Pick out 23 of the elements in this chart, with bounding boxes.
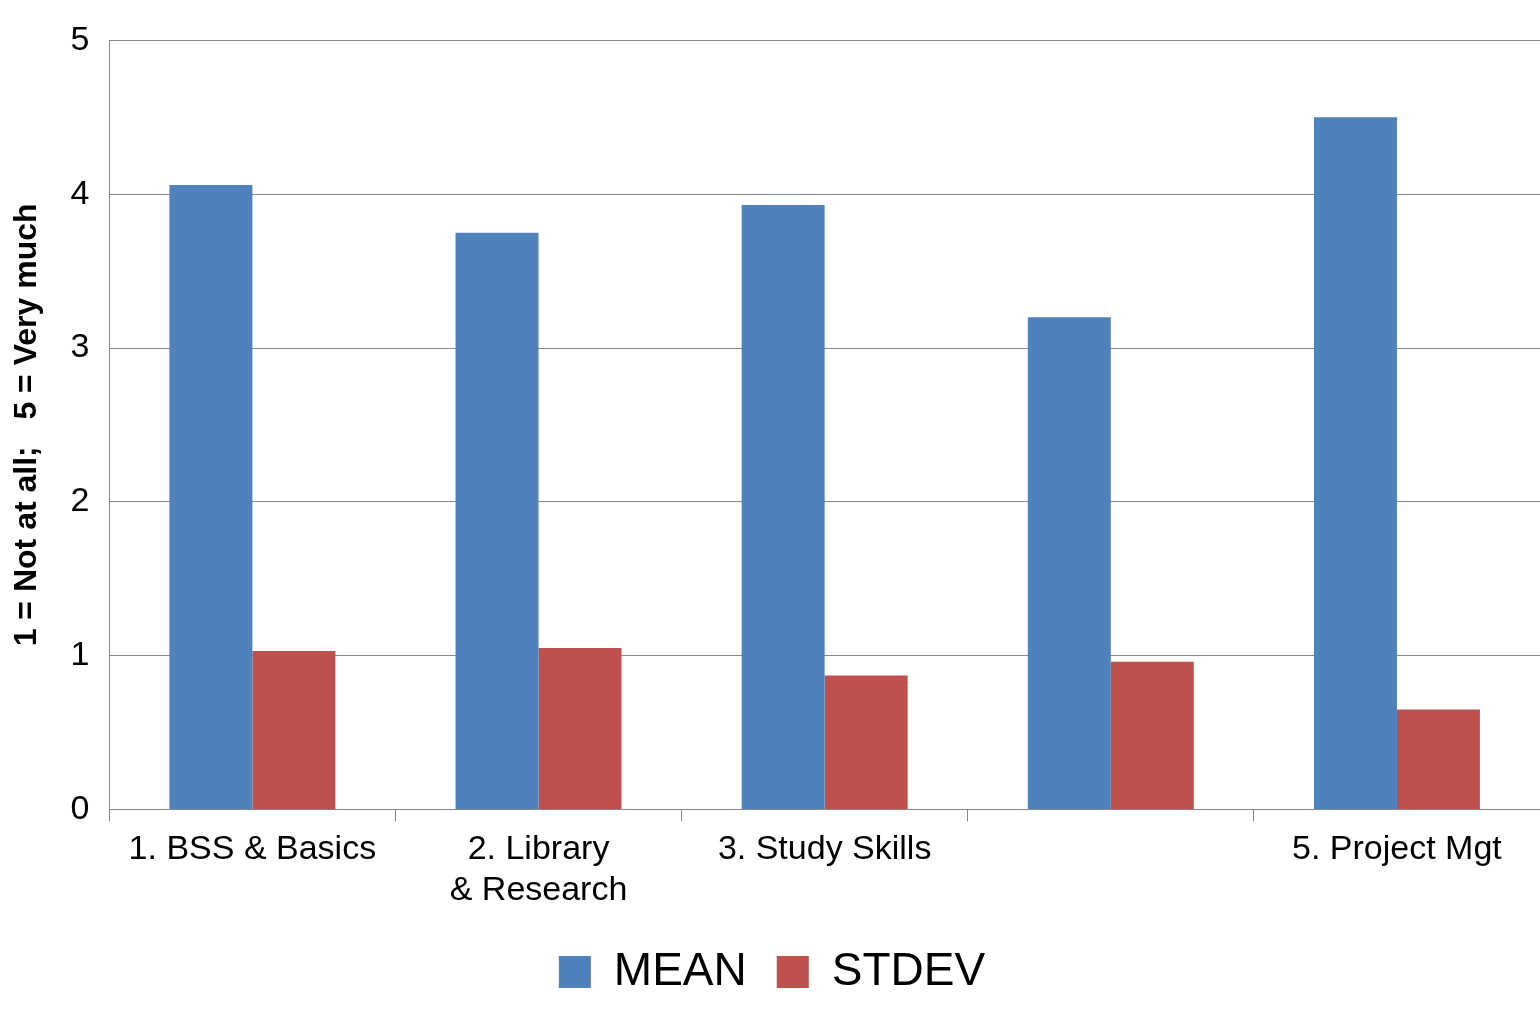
bar bbox=[741, 204, 825, 809]
y-tick-label: 0 bbox=[70, 787, 90, 826]
bar bbox=[169, 184, 253, 809]
bar bbox=[1313, 117, 1397, 809]
y-tick-label: 4 bbox=[70, 172, 90, 211]
bar bbox=[824, 675, 908, 809]
legend-label: STDEV bbox=[831, 942, 986, 995]
x-tick-label: 5. Project Mgt bbox=[1292, 828, 1503, 867]
bar bbox=[252, 650, 336, 809]
legend-label: MEAN bbox=[613, 942, 747, 995]
bar bbox=[1110, 661, 1194, 809]
bar bbox=[455, 232, 539, 809]
bar bbox=[538, 647, 622, 809]
y-tick-label: 5 bbox=[70, 18, 90, 57]
bar bbox=[1027, 317, 1111, 809]
x-tick-label: 2. Library & Research bbox=[449, 828, 628, 907]
y-tick-label: 1 bbox=[70, 633, 90, 672]
x-tick-label: 1. BSS & Basics bbox=[128, 828, 377, 867]
x-tick-label: 3. Study Skills bbox=[717, 828, 932, 867]
bar bbox=[1396, 709, 1480, 809]
y-tick-label: 2 bbox=[70, 480, 90, 519]
y-tick-label: 3 bbox=[70, 326, 90, 365]
y-axis-title: 1 = Not at all; 5 = Very much bbox=[7, 203, 44, 647]
